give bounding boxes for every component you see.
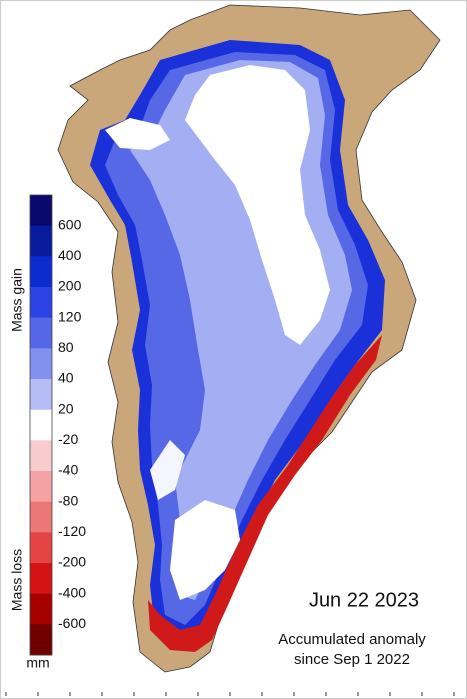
legend-tick-label: 400 — [58, 247, 82, 263]
legend-tick-label: 40 — [58, 370, 74, 386]
ice-loss — [148, 335, 382, 652]
legend-swatch — [30, 563, 52, 595]
legend-tick-label: -40 — [58, 462, 78, 478]
legend-swatch — [30, 501, 52, 533]
legend-tick-label: 200 — [58, 278, 82, 294]
legend-swatch — [30, 379, 52, 411]
legend-swatch — [30, 287, 52, 319]
legend-swatch — [30, 471, 52, 503]
loss-label: Mass loss — [9, 549, 25, 611]
legend-swatch — [30, 348, 52, 380]
ice-neutral — [170, 500, 240, 600]
legend-tick-label: -20 — [58, 431, 78, 447]
legend-border — [29, 194, 53, 656]
legend-tick-label: -200 — [58, 554, 86, 570]
legend: 600 400 200 120 80 40 20 -20 -40 -80 -120 -200 -400 -… — [29, 194, 86, 656]
legend-swatch — [30, 225, 52, 257]
legend-tick-label: 120 — [58, 308, 82, 324]
ice-neutral — [105, 118, 170, 150]
ice-neutral — [185, 65, 330, 345]
legend-swatch — [30, 593, 52, 625]
legend-tick-label: -600 — [58, 615, 86, 631]
caption-line: since Sep 1 2022 — [294, 651, 410, 668]
unit-label: mm — [26, 655, 49, 671]
caption-line: Accumulated anomaly — [278, 631, 426, 648]
legend-swatch — [30, 256, 52, 288]
gain-label: Mass gain — [9, 268, 25, 332]
legend-swatch — [30, 532, 52, 564]
legend-swatch — [30, 195, 52, 227]
legend-tick-label: -80 — [58, 492, 78, 508]
legend-swatch — [30, 317, 52, 349]
date: Jun 22 2023 — [309, 589, 419, 611]
legend-tick-label: -400 — [58, 584, 86, 600]
ice-neutral — [150, 440, 185, 500]
legend-tick-label: 600 — [58, 216, 82, 232]
legend-tick-label: -120 — [58, 523, 86, 539]
legend-swatch — [30, 440, 52, 472]
legend-tick-label: 20 — [58, 400, 74, 416]
legend-swatch — [30, 624, 52, 656]
legend-tick-label: 80 — [58, 339, 74, 355]
legend-swatch — [30, 409, 52, 441]
